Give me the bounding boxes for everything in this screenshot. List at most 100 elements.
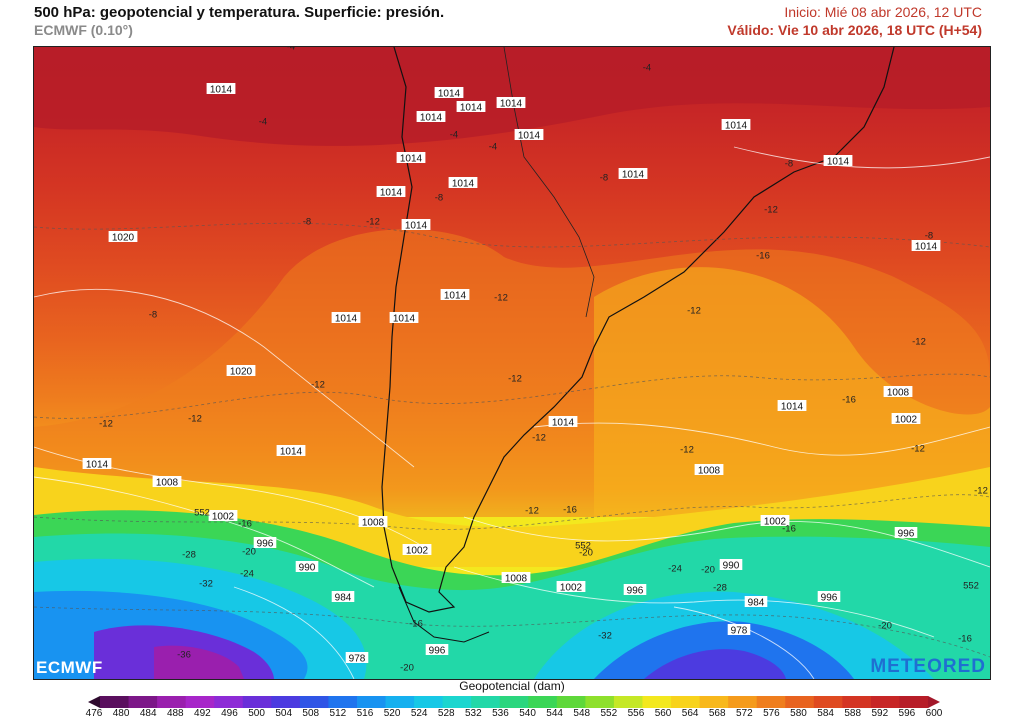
temperature-label-text: -20 [400,663,414,674]
isobar-label: 996 [253,537,277,550]
temperature-label-text: -8 [149,310,157,321]
temperature-label: -8 [785,159,793,170]
temperature-label-text: -12 [188,414,202,425]
temperature-label: -24 [240,569,254,580]
isobar-label-text: 1014 [400,154,423,165]
isobar-label: 1014 [777,400,807,413]
isobar-label-text: 1014 [210,85,233,96]
valid-time: Válido: Vie 10 abr 2026, 18 UTC (H+54) [727,22,982,38]
isobar-label-text: 1014 [827,157,850,168]
temperature-label-text: -16 [842,395,856,406]
isobar-label: 1014 [396,152,426,165]
colorbar-segment [471,696,501,708]
geopotential-label-text: 552 [194,508,210,519]
temperature-label: -20 [579,548,593,559]
colorbar-tick: 540 [519,708,536,719]
temperature-label: -16 [409,619,423,630]
meteored-logo: METEORED [870,656,986,677]
colorbar-title: Geopotencial (dam) [459,679,565,693]
indigo-core-e [644,649,786,679]
isobar-label: 1014 [401,219,431,232]
temperature-label-text: -16 [958,634,972,645]
isobar-label: 1002 [891,413,921,426]
isobar-label-text: 1008 [698,466,721,477]
colorbar-segment [842,696,872,708]
colorbar-segment [356,696,387,708]
isobar-label: 978 [345,652,369,665]
isobar-label: 1008 [358,516,388,529]
isobar-label: 1014 [389,312,419,325]
isobar-label-text: 1014 [280,447,303,458]
forecast-map[interactable]: 1014 1014 1014 1014 1014 1014 1014 1014 1014 1014… [33,46,991,680]
temperature-label-text: -28 [713,583,727,594]
isobar-label-text: 1014 [552,418,575,429]
temperature-label: -8 [149,310,157,321]
isobar-label: 990 [719,559,743,572]
temperature-label: -20 [242,547,256,558]
tierra-del-fuego [398,586,490,643]
temperature-label-text: -12 [525,506,539,517]
isobar-label-text: 1014 [622,170,645,181]
temperature-label: -12 [532,433,546,444]
colorbar-tick: 544 [546,708,563,719]
isobar-label-text: 984 [748,598,765,609]
temperature-label-text: -4 [259,117,267,128]
temperature-label: -8 [435,193,443,204]
temperature-label-text: -16 [409,619,423,630]
temperature-label: -12 [764,205,778,216]
temperature-labels: -4 -4 -4 -4 -4 -8 -8 -8 -8 -12 -8 -12 -16 -8 -12 -12 -12… [99,47,988,674]
colorbar-tick: 584 [817,708,834,719]
temperature-label-text: -8 [785,159,793,170]
isobar-label-text: 990 [723,561,740,572]
temperature-label: -28 [182,550,196,561]
temperature-label: -16 [842,395,856,406]
header: 500 hPa: geopotencial y temperatura. Sup… [0,0,1024,46]
isobar-label-text: 984 [335,593,352,604]
isobar-label-text: 996 [627,586,644,597]
temperature-label-text: -12 [532,433,546,444]
temperature-label: -20 [701,565,715,576]
temperature-label: -12 [508,374,522,385]
temperature-label-text: -4 [643,63,651,74]
isobar-label-text: 1002 [895,415,918,426]
isobar-label: 1014 [416,111,446,124]
colorbar-tick: 524 [410,708,428,719]
isobar-label-text: 996 [257,539,274,550]
colorbar-segment [528,696,558,708]
temperature-label-text: -32 [199,579,213,590]
colorbar-tick: 500 [248,708,265,719]
temperature-label-text: -20 [701,565,715,576]
isobar-label-text: 1014 [500,99,523,110]
geopotential-label-text: 552 [963,581,979,592]
temperature-label-text: -8 [925,231,933,242]
temperature-label-text: -28 [182,550,196,561]
temperature-label-text: -8 [600,173,608,184]
colorbar-segment [556,696,586,708]
isobar-label-text: 990 [299,563,316,574]
temperature-label: -12 [912,337,926,348]
isobar-label-text: 1002 [212,512,235,523]
isobar-label-text: 1002 [560,583,583,594]
colorbar-tick: 488 [166,708,184,719]
isobar-label: 1014 [514,129,544,142]
colorbar-segment [499,696,529,708]
isobar-label-text: 996 [898,529,915,540]
temperature-label: -12 [494,293,508,304]
colorbar [88,696,940,708]
ecmwf-logo: ECMWF [36,658,103,677]
colorbar-segment [613,696,643,708]
isobar-label: 1008 [152,476,182,489]
temperature-label-text: -16 [238,519,252,530]
temperature-label-text: -12 [974,486,988,497]
temperature-label: -16 [756,251,770,262]
isobar-label: 1014 [82,458,112,471]
isobar-label-text: 1008 [156,478,179,489]
temperature-label-text: -16 [756,251,770,262]
isobar-label-text: 1014 [725,121,748,132]
temperature-label: -4 [489,142,497,153]
colorbar-segment [185,696,215,708]
isobar-label: 1002 [208,510,238,523]
temperature-label-text: -4 [287,47,295,53]
colorbar-tick: 552 [600,708,618,719]
colorbar-segment [271,696,301,708]
